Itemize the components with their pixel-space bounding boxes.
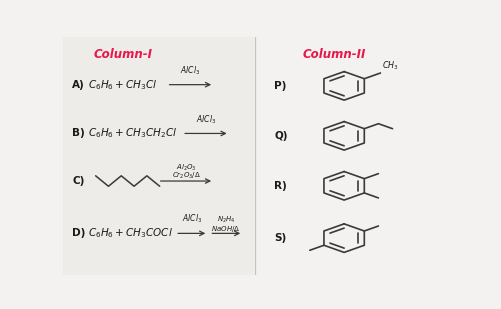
Text: A): A) — [72, 80, 85, 90]
Text: $NaOH/\Delta$: $NaOH/\Delta$ — [211, 224, 241, 234]
Text: $Al_2O_3$: $Al_2O_3$ — [176, 163, 196, 173]
Text: C): C) — [72, 176, 85, 186]
Text: $N_2H_4$: $N_2H_4$ — [217, 215, 235, 225]
Text: R): R) — [274, 181, 287, 191]
Text: Column-I: Column-I — [93, 49, 152, 61]
Text: $AlCl_3$: $AlCl_3$ — [180, 64, 200, 77]
Text: Column-II: Column-II — [303, 49, 366, 61]
Text: S): S) — [274, 233, 287, 243]
Text: $C_6H_6 + CH_3COCl$: $C_6H_6 + CH_3COCl$ — [88, 226, 173, 240]
Text: B): B) — [72, 129, 85, 138]
Text: $CH_3$: $CH_3$ — [382, 60, 398, 72]
Text: Q): Q) — [274, 131, 288, 141]
Text: $Cr_2O_3/\Delta$: $Cr_2O_3/\Delta$ — [172, 171, 200, 181]
Text: P): P) — [274, 81, 287, 91]
Text: $C_6H_6 + CH_3Cl$: $C_6H_6 + CH_3Cl$ — [88, 78, 157, 91]
Text: $AlCl_3$: $AlCl_3$ — [196, 113, 216, 125]
Text: $C_6H_6 + CH_3CH_2Cl$: $C_6H_6 + CH_3CH_2Cl$ — [88, 127, 177, 140]
Text: $AlCl_3$: $AlCl_3$ — [182, 213, 202, 226]
FancyBboxPatch shape — [63, 37, 257, 275]
Text: D): D) — [72, 228, 86, 238]
